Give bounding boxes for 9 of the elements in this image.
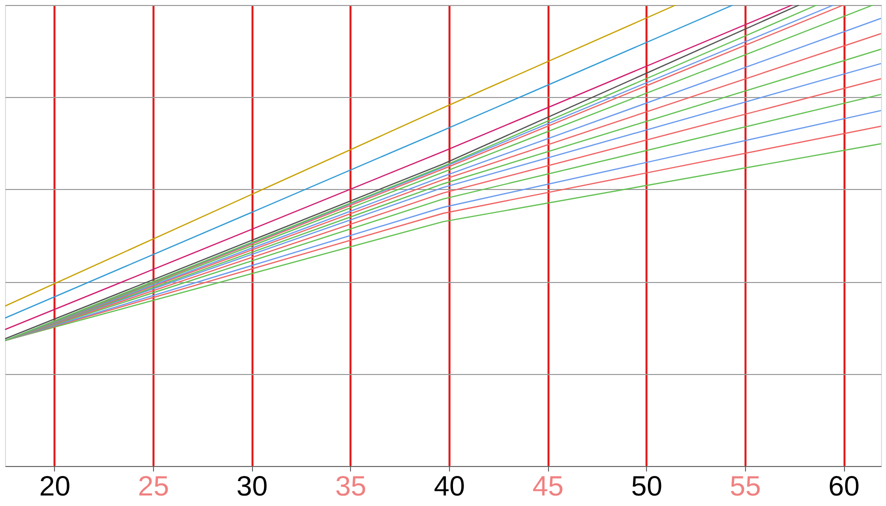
x-tick-label: 55 bbox=[730, 470, 761, 502]
x-tick-label: 50 bbox=[631, 470, 662, 502]
x-tick-label: 30 bbox=[236, 470, 268, 502]
x-tick-label: 60 bbox=[828, 470, 860, 502]
x-tick-label: 35 bbox=[335, 470, 366, 502]
x-tick-label: 25 bbox=[138, 470, 170, 502]
x-tick-label: 20 bbox=[39, 470, 70, 502]
x-tick-label: 40 bbox=[434, 470, 465, 502]
x-tick-label: 45 bbox=[532, 470, 564, 502]
